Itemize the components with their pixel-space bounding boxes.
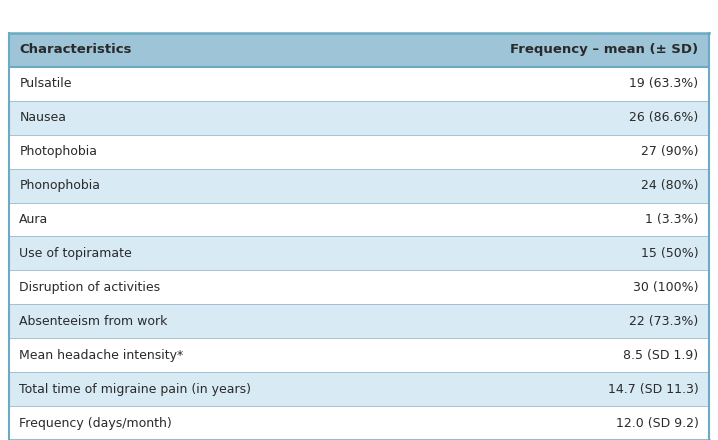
Text: 8.5 (SD 1.9): 8.5 (SD 1.9) xyxy=(623,349,699,362)
Text: Photophobia: Photophobia xyxy=(19,145,98,158)
Text: Pulsatile: Pulsatile xyxy=(19,77,72,90)
Text: 19 (63.3%): 19 (63.3%) xyxy=(630,77,699,90)
Bar xyxy=(9,67,709,101)
Text: 1 (3.3%): 1 (3.3%) xyxy=(645,213,699,226)
Bar xyxy=(9,169,709,202)
Text: Phonophobia: Phonophobia xyxy=(19,179,101,192)
Bar xyxy=(9,338,709,372)
Bar xyxy=(9,202,709,237)
Text: Disruption of activities: Disruption of activities xyxy=(19,281,161,294)
Bar xyxy=(9,101,709,135)
Text: 27 (90%): 27 (90%) xyxy=(641,145,699,158)
Text: Frequency – mean (± SD): Frequency – mean (± SD) xyxy=(510,44,699,56)
Bar xyxy=(9,406,709,440)
Bar xyxy=(9,271,709,304)
Text: 22 (73.3%): 22 (73.3%) xyxy=(630,315,699,328)
Text: Aura: Aura xyxy=(19,213,49,226)
Text: Total time of migraine pain (in years): Total time of migraine pain (in years) xyxy=(19,383,251,396)
Bar xyxy=(9,135,709,169)
Text: 12.0 (SD 9.2): 12.0 (SD 9.2) xyxy=(616,417,699,429)
Text: 24 (80%): 24 (80%) xyxy=(641,179,699,192)
Text: 30 (100%): 30 (100%) xyxy=(633,281,699,294)
Text: 26 (86.6%): 26 (86.6%) xyxy=(630,111,699,124)
Text: 15 (50%): 15 (50%) xyxy=(641,247,699,260)
Text: 14.7 (SD 11.3): 14.7 (SD 11.3) xyxy=(608,383,699,396)
Text: Frequency (days/month): Frequency (days/month) xyxy=(19,417,172,429)
Text: Characteristics: Characteristics xyxy=(19,44,132,56)
Bar xyxy=(9,236,709,271)
Bar xyxy=(9,33,709,67)
Text: Nausea: Nausea xyxy=(19,111,66,124)
Text: Mean headache intensity*: Mean headache intensity* xyxy=(19,349,184,362)
Text: Use of topiramate: Use of topiramate xyxy=(19,247,132,260)
Bar xyxy=(9,304,709,338)
Text: Absenteeism from work: Absenteeism from work xyxy=(19,315,168,328)
Bar xyxy=(9,372,709,406)
